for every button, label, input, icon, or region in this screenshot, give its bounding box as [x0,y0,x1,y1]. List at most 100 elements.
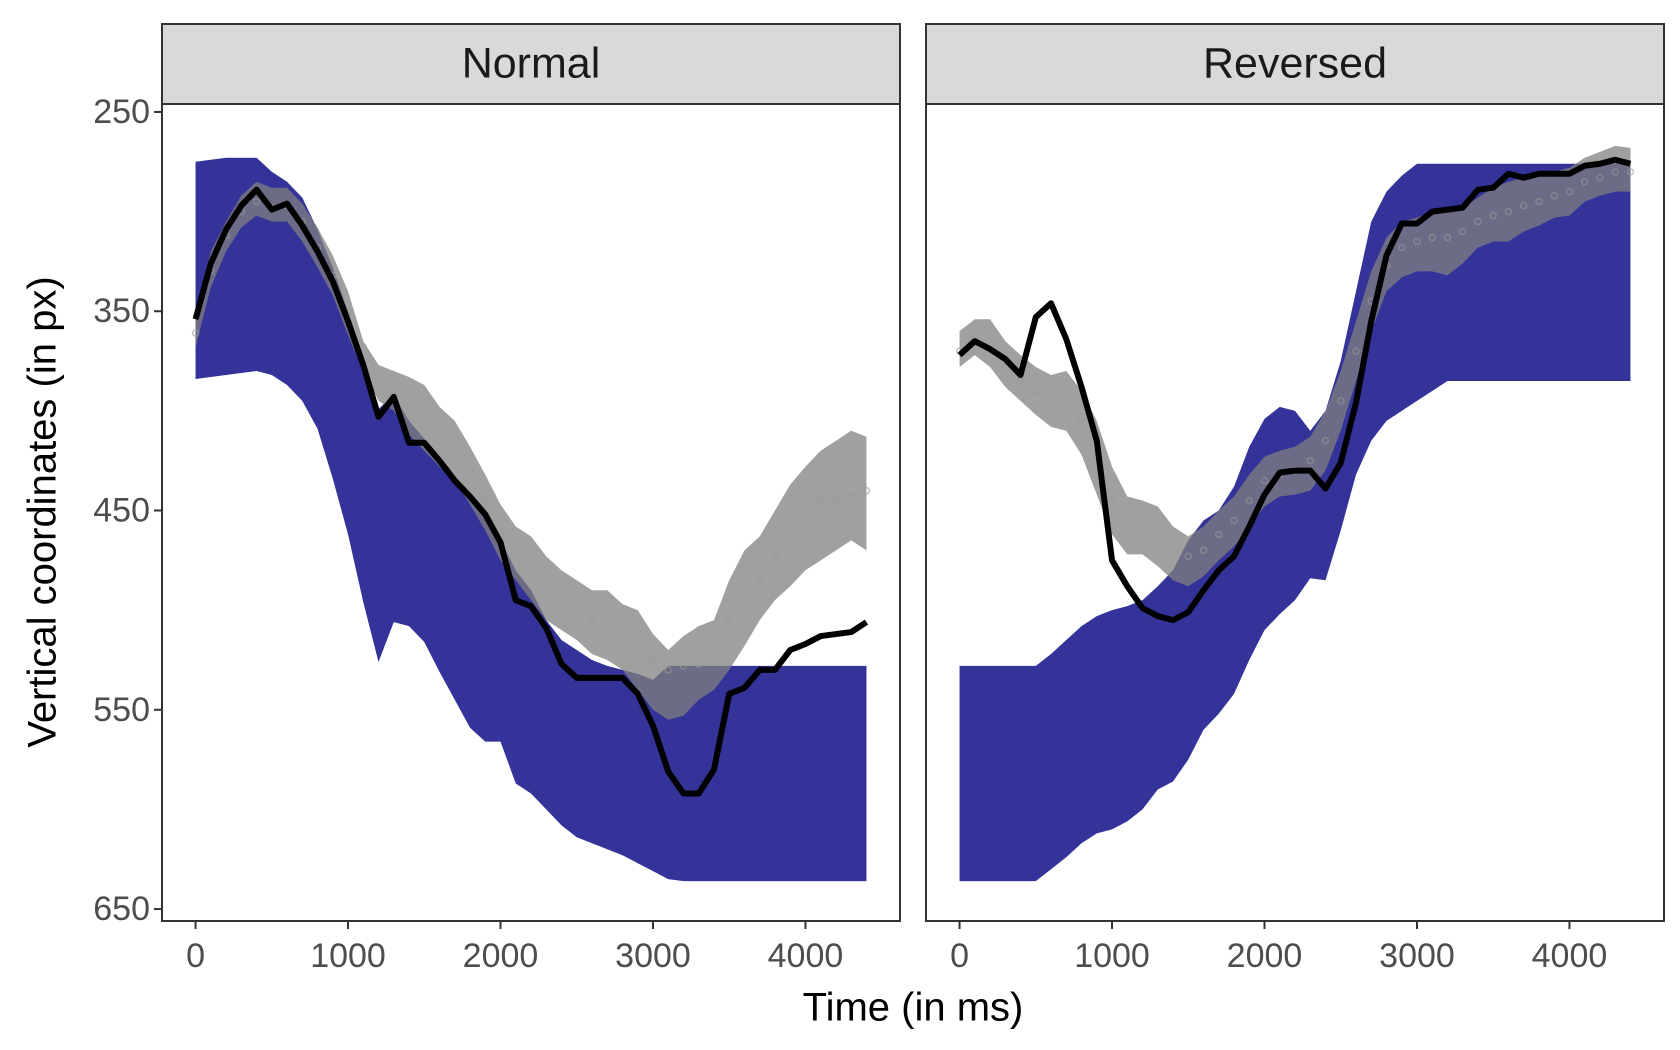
point [725,616,733,624]
panel-frame [161,103,901,922]
point [1047,391,1055,399]
point [740,596,749,604]
x-tick-label: 2000 [1227,937,1303,975]
panel-title: Normal [462,39,601,87]
point [1108,496,1116,505]
point [1352,347,1360,355]
y-tick-label: 450 [93,491,150,529]
point [1199,546,1208,555]
point [572,606,581,614]
x-tick-label: 3000 [615,937,691,975]
line [957,156,1632,624]
point [435,427,444,435]
point [1550,191,1558,200]
point [649,656,657,664]
x-tick-label: 3000 [1379,937,1455,975]
point [557,598,566,606]
point [1611,168,1619,176]
point [1626,168,1635,176]
point [816,496,825,505]
x-tick-label: 1000 [1074,937,1150,975]
ribbon [959,163,1631,882]
point [847,492,855,501]
y-tick-label: 650 [93,890,150,928]
point [542,586,550,594]
point [1184,552,1193,561]
ribbon [959,145,1631,587]
point [862,486,871,495]
point [1443,233,1452,242]
point [801,516,810,525]
point [527,566,535,575]
point [1123,522,1132,531]
panel-title: Reversed [1203,39,1387,87]
point [1230,516,1238,525]
point [1504,207,1513,216]
x-tick-label: 0 [186,937,205,975]
point [1321,437,1330,445]
point [771,552,779,561]
point [603,626,611,634]
line [192,186,869,797]
strip [161,23,901,105]
y-axis-title: Vertical coordinates (in px) [21,276,65,747]
y-tick-label: 350 [93,292,150,330]
point [633,646,642,654]
point [1519,201,1528,210]
point [679,662,688,670]
point [359,343,368,351]
point [451,442,459,451]
y-tick-label: 250 [93,93,150,131]
point [466,466,474,475]
x-tick-label: 0 [950,937,969,975]
point [1565,187,1574,196]
panel-frame [925,103,1665,922]
point [694,660,703,668]
x-tick-label: 4000 [1532,937,1608,975]
x-tick-label: 4000 [768,937,844,975]
point [1596,173,1604,182]
point [588,616,596,624]
point [1413,237,1421,246]
point [1306,456,1314,465]
strip [925,23,1665,105]
point [1032,387,1040,395]
point [481,496,490,505]
point [1336,397,1345,405]
point [1580,177,1589,186]
point [1489,211,1497,220]
point [405,407,413,415]
point [1138,522,1147,531]
point [1245,496,1254,505]
point [1215,530,1223,539]
point [374,377,383,385]
point [664,666,672,674]
x-tick-label: 1000 [310,937,386,975]
point [191,329,200,337]
point [786,526,794,535]
x-tick-label: 2000 [463,937,539,975]
point [1169,546,1177,555]
point [1458,227,1467,236]
ribbon [195,157,867,882]
point [252,197,261,206]
point [710,650,718,658]
point [1397,243,1406,252]
point [512,550,520,559]
point [1077,417,1086,425]
point [1535,197,1543,206]
point [1001,363,1010,371]
point [1428,233,1436,242]
point [755,576,764,585]
point [420,413,429,421]
x-axis-title: Time (in ms) [803,986,1024,1030]
point [1062,393,1071,401]
point [618,636,627,644]
y-tick-label: 550 [93,691,150,729]
point [1154,532,1162,541]
point [832,496,840,505]
point [1260,476,1269,485]
point [1474,217,1482,226]
